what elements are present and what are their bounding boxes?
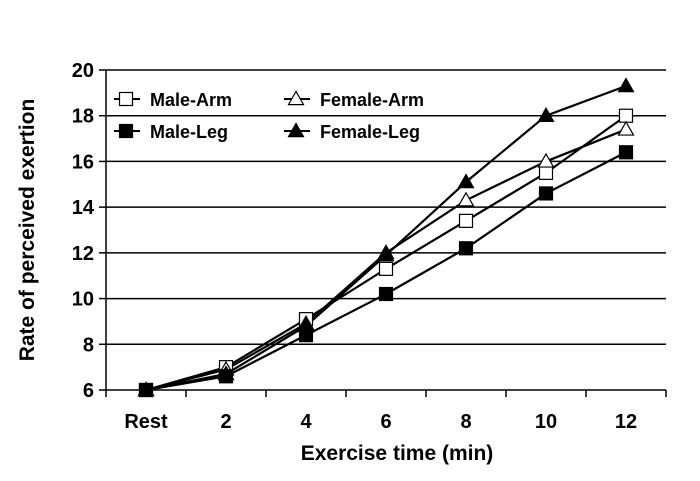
legend-marker-female-leg bbox=[284, 122, 310, 138]
x-tick-label-2: 2 bbox=[220, 411, 231, 433]
y-tick-label-16: 16 bbox=[72, 151, 94, 173]
legend-symbol-female-arm bbox=[287, 90, 305, 106]
x-tick-label-6: 6 bbox=[380, 411, 391, 433]
legend-marker-male-leg bbox=[114, 123, 140, 139]
legend-marker-male-arm bbox=[114, 91, 140, 107]
data-point-male-arm-8 bbox=[458, 213, 474, 228]
y-axis-title: Rate of perceived exertion bbox=[16, 99, 39, 362]
x-tick-label-12: 12 bbox=[615, 411, 637, 433]
data-point-female-arm-12 bbox=[617, 120, 635, 136]
y-tick-label-8: 8 bbox=[83, 334, 94, 356]
x-axis-title: Exercise time (min) bbox=[301, 442, 494, 465]
y-tick-label-10: 10 bbox=[72, 289, 94, 311]
data-point-female-leg-6 bbox=[377, 246, 395, 262]
data-point-female-leg-10 bbox=[537, 107, 555, 122]
x-tick-label-rest: Rest bbox=[124, 411, 168, 433]
x-axis-ticks: Rest 2 4 6 8 10 12 bbox=[105, 390, 667, 433]
data-point-male-arm-10 bbox=[538, 165, 554, 180]
y-axis-ticks: 6 8 10 12 14 16 18 20 bbox=[72, 60, 106, 402]
data-point-female-arm-8 bbox=[457, 191, 475, 207]
axes bbox=[105, 70, 666, 391]
x-tick-label-10: 10 bbox=[535, 411, 557, 433]
data-point-female-arm-10 bbox=[537, 152, 555, 168]
gridlines bbox=[106, 69, 666, 346]
legend-symbol-male-arm bbox=[118, 91, 134, 107]
x-tick-label-8: 8 bbox=[460, 411, 471, 433]
data-point-female-leg-12 bbox=[617, 77, 635, 93]
data-point-female-leg-8 bbox=[457, 173, 475, 189]
data-point-female-leg-rest bbox=[137, 381, 155, 397]
legend-label-female-leg: Female-Leg bbox=[320, 122, 420, 142]
y-tick-label-14: 14 bbox=[72, 197, 95, 219]
data-point-male-leg-10 bbox=[538, 186, 554, 201]
legend-item-male-leg: Male-Leg bbox=[114, 122, 228, 142]
legend-symbol-female-leg bbox=[287, 122, 305, 138]
legend-marker-female-arm bbox=[284, 90, 310, 106]
y-tick-label-12: 12 bbox=[72, 243, 94, 265]
legend-label-male-arm: Male-Arm bbox=[150, 90, 232, 110]
data-point-male-leg-12 bbox=[618, 145, 634, 160]
data-point-male-arm-12 bbox=[618, 108, 634, 123]
legend-label-male-leg: Male-Leg bbox=[150, 122, 228, 142]
data-point-female-leg-2 bbox=[217, 365, 235, 381]
x-tick-label-4: 4 bbox=[300, 411, 312, 433]
legend-item-female-leg: Female-Leg bbox=[284, 122, 420, 142]
legend-label-female-arm: Female-Arm bbox=[320, 90, 424, 110]
legend-symbol-male-leg bbox=[118, 123, 134, 139]
data-point-female-leg-4 bbox=[297, 317, 315, 333]
data-point-male-leg-6 bbox=[378, 286, 394, 302]
legend: Male-Arm Female-Arm Male-Leg Female-Leg bbox=[114, 90, 424, 142]
y-tick-label-6: 6 bbox=[83, 380, 94, 402]
y-tick-label-18: 18 bbox=[72, 106, 94, 128]
legend-item-female-arm: Female-Arm bbox=[284, 90, 424, 110]
legend-item-male-arm: Male-Arm bbox=[114, 90, 232, 110]
series-markers bbox=[137, 77, 635, 398]
data-point-male-leg-8 bbox=[458, 241, 474, 256]
y-tick-label-20: 20 bbox=[72, 60, 94, 82]
data-point-male-arm-6 bbox=[378, 261, 394, 276]
